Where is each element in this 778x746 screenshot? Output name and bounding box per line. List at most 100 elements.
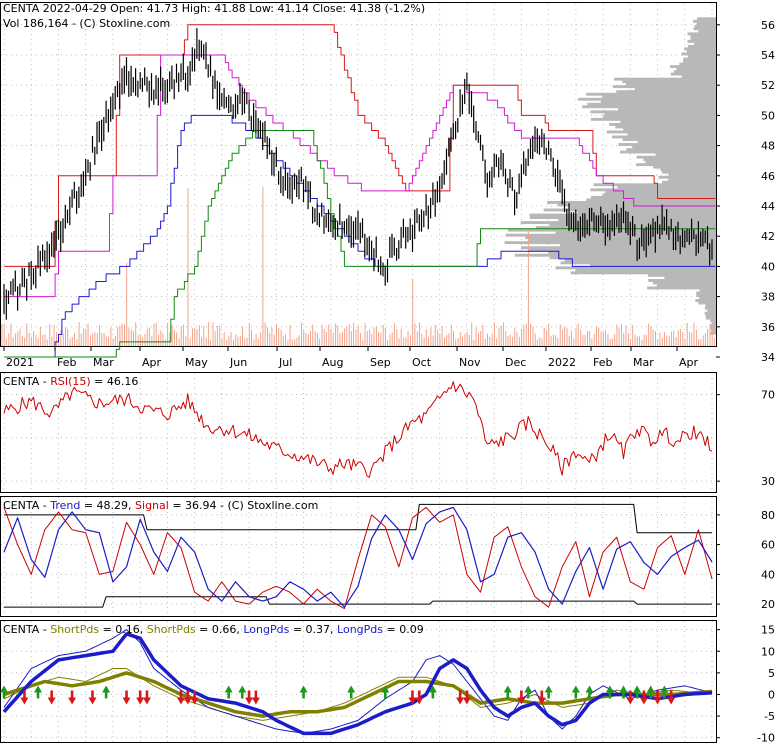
volume-profile-bar [587,102,716,106]
volume-profile-bar [602,95,716,99]
down-arrow-icon [408,690,417,705]
volume-profile-bar [668,173,716,177]
price-bars [3,28,713,320]
volume-profile-bar [623,128,716,131]
rsi-series-line [3,381,713,478]
x-tick-label: 2022 [548,356,576,369]
volume-profile-bar [710,324,716,328]
volume-profile-bar [710,319,716,323]
down-arrow-icon [626,690,635,705]
volume-profile-bar [664,276,716,280]
price-gridlines [1,4,716,346]
volume-profile-bar [704,311,716,315]
volume-profile-bar [636,155,716,159]
down-arrow-icon [47,690,56,705]
price-y-tick-label: 36 [761,321,775,334]
volume-profile-bar [637,140,716,144]
volume-profile-bar [696,22,716,26]
shortpds1-label: ShortPds [50,623,99,636]
volume-profile-bar [605,190,716,194]
down-arrow-icon [456,690,465,705]
signal-value: = 36.94 - (C) Stoxline.com [169,499,318,512]
volume-profile-bar [548,251,716,255]
up-arrow-icon [347,685,356,699]
stochastic-lower-band [4,596,712,608]
price-header-line1: CENTA 2022-04-29 Open: 41.73 High: 41.88… [3,2,425,15]
shortpds2-value: = 0.66, [196,623,244,636]
up-arrow-icon [571,685,580,699]
down-arrow-icon [68,690,77,705]
down-arrow-icon [122,690,131,705]
volume-profile-bar [687,39,716,43]
rsi-ticker-label: CENTA - [3,375,50,388]
up-arrow-icon [503,685,512,699]
volume-profile-bar [687,32,716,36]
price-y-tick-label: 40 [761,260,775,273]
price-y-tick-label: 54 [761,49,775,62]
down-arrow-icon [20,690,29,705]
longpds2-value: = 0.09 [383,623,424,636]
volume-profile-bar [670,65,716,68]
up-arrow-icon [585,685,594,699]
price-y-tick-label: 34 [761,351,775,364]
volume-profile-bar [514,253,716,257]
volume-profile-bar [504,241,716,245]
up-arrow-icon [34,685,43,699]
price-y-tick-label: 52 [761,79,775,92]
volume-profile-bar [593,183,716,187]
volume-profile-bar [652,281,716,285]
volume-profile-bar [615,125,716,129]
volume-profile-bar [648,279,716,282]
volume-profile-bar [555,231,716,235]
longpds-thin-line [3,629,713,734]
x-tick-label: Nov [459,356,481,369]
trend-line [3,506,713,608]
volume-profile-bar [679,62,716,66]
volume-profile-bar [704,306,716,310]
volume-profile-bar [612,135,716,139]
volume-profile-bar [616,90,716,94]
volume-profile-bar [528,238,716,242]
pds-panel: -10 -5 0 5 10 15 CENTA - ShortPds = 0.16, Sho… [0,620,775,745]
price-y-tick-label: 38 [761,291,775,304]
volume-profile-bar [695,299,716,302]
rsi-y-tick-label: 30 [761,475,775,488]
stochastic-lines [3,503,713,610]
volume-profile-bar [582,105,716,109]
price-y-tick-label: 48 [761,140,775,153]
volume-profile-bar [527,248,716,252]
volume-profile-bar [600,100,716,104]
volume-profile-bar [590,110,716,114]
up-arrow-icon [544,685,553,699]
volume-profile-bar [658,175,716,179]
volume-profile-bar [688,44,716,48]
pds-y-tick-label: 5 [768,667,775,680]
volume-profile-bar [525,236,716,240]
longpds2-label: LongPds [337,623,383,636]
rsi-panel: 30 70 CENTA - RSI(15) = 46.16 [0,372,775,493]
price-y-tick-label: 44 [761,200,775,213]
x-tick-label: Mar [93,356,114,369]
volume-profile-bar [547,201,716,204]
up-arrow-icon [102,685,111,699]
volume-profile-bar [699,289,716,292]
volume-profile-bar [643,158,716,162]
rsi-line [3,381,713,478]
volume-profile-bar [564,258,716,262]
up-arrow-icon [605,685,614,699]
volume-profile-bar [609,123,716,126]
pds-y-tick-label: 10 [761,645,775,658]
volume-profile-bar [549,256,716,260]
stochastic-panel: 20 40 60 80 CENTA - Trend = 48.29, Signal =… [0,496,775,617]
lower-channel-line [4,114,716,358]
down-arrow-icon [88,690,97,705]
volume-profile-bar [710,326,716,330]
x-tick-label: Feb [593,356,612,369]
down-arrow-icon [462,690,471,705]
rsi-gridlines [1,373,716,492]
price-y-tick-label: 50 [761,109,775,122]
x-tick-label: Jul [278,356,292,369]
volume-profile-bar [697,17,716,21]
volume-profile-bar [674,70,716,73]
